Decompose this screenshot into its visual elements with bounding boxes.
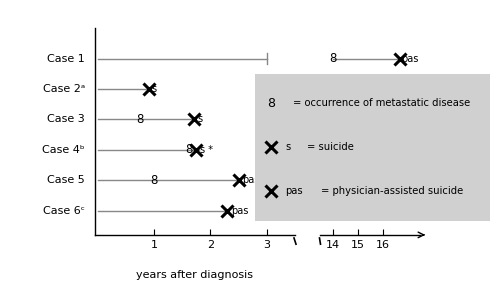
- Text: s *: s *: [200, 145, 213, 155]
- Text: pas: pas: [242, 175, 260, 185]
- Text: s: s: [152, 84, 157, 94]
- Text: pas: pas: [286, 186, 303, 196]
- Text: Case 6ᶜ: Case 6ᶜ: [43, 205, 85, 216]
- Text: Case 3: Case 3: [47, 114, 85, 125]
- Text: Case 2ᵃ: Case 2ᵃ: [43, 84, 85, 94]
- Text: pas: pas: [402, 54, 419, 64]
- Text: s: s: [197, 114, 202, 125]
- Text: = suicide: = suicide: [306, 142, 354, 152]
- Text: Case 5: Case 5: [47, 175, 85, 185]
- Text: s: s: [286, 142, 291, 152]
- Text: pas: pas: [231, 205, 248, 216]
- Text: Case 4ᵇ: Case 4ᵇ: [42, 145, 85, 155]
- Text: 8: 8: [150, 174, 158, 187]
- Text: = occurrence of metastatic disease: = occurrence of metastatic disease: [292, 98, 470, 108]
- Text: years after diagnosis: years after diagnosis: [136, 270, 254, 280]
- Text: 8: 8: [186, 143, 193, 156]
- Text: = physician-assisted suicide: = physician-assisted suicide: [321, 186, 463, 196]
- Text: 8: 8: [329, 52, 336, 65]
- Text: 8: 8: [136, 113, 144, 126]
- Text: Case 1: Case 1: [47, 54, 85, 64]
- Text: 8: 8: [268, 97, 276, 110]
